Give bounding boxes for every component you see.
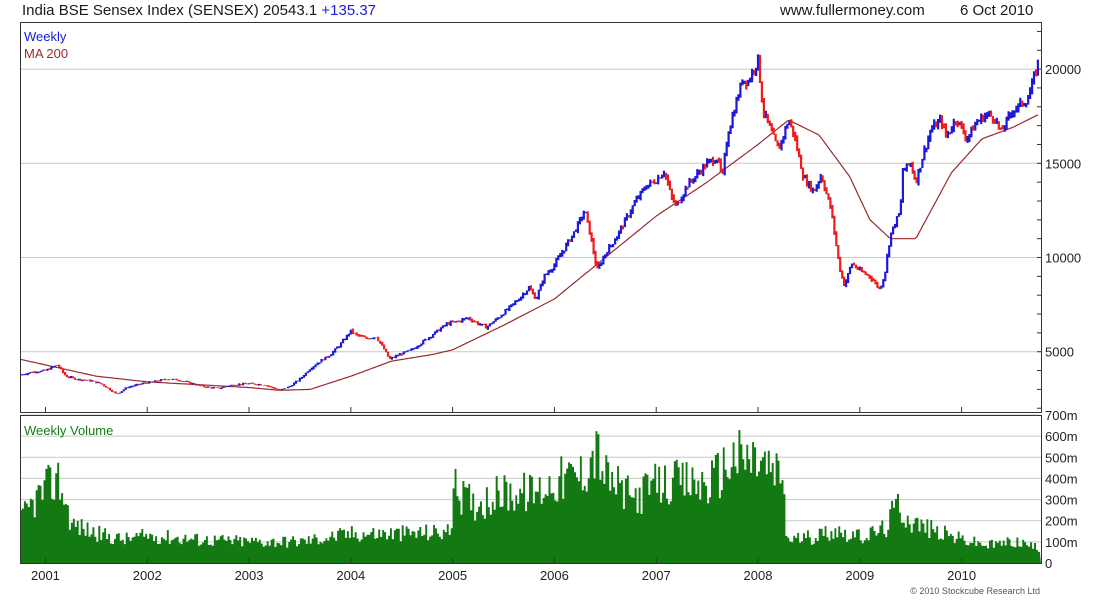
volume-tick-label: 500m <box>1045 450 1078 465</box>
price-bars <box>20 54 1039 395</box>
price-change: +135.37 <box>321 2 377 19</box>
chart-title: India BSE Sensex Index (SENSEX) 20543.1 … <box>22 0 376 22</box>
copyright-notice: © 2010 Stockcube Research Ltd <box>910 586 1040 596</box>
x-tick-label: 2007 <box>642 568 671 583</box>
volume-tick-label: 700m <box>1045 408 1078 423</box>
x-tick-label: 2003 <box>235 568 264 583</box>
volume-tick-label: 0 <box>1045 556 1052 571</box>
x-tick-label: 2002 <box>133 568 162 583</box>
x-tick-label: 2005 <box>438 568 467 583</box>
x-tick-label: 2001 <box>31 568 60 583</box>
x-tick-label: 2008 <box>744 568 773 583</box>
price-panel-frame <box>20 22 1042 413</box>
price-tick-label: 10000 <box>1045 251 1081 266</box>
price-tick-label: 15000 <box>1045 156 1081 171</box>
time-x-axis: 2001 2002 2003 2004 2005 2006 2007 2008 2009 2010 <box>31 407 976 583</box>
price-tick-label: 5000 <box>1045 345 1074 360</box>
last-value: 20543.1 <box>262 2 318 19</box>
volume-tick-label: 400m <box>1045 471 1078 486</box>
legend-ma200: MA 200 <box>24 46 68 61</box>
price-grid <box>20 68 1041 353</box>
volume-tick-label: 300m <box>1045 493 1078 508</box>
legend-weekly: Weekly <box>24 29 67 44</box>
volume-tick-label: 600m <box>1045 429 1078 444</box>
x-tick-label: 2006 <box>540 568 569 583</box>
price-tick-label: 20000 <box>1045 62 1081 77</box>
x-tick-label: 2010 <box>947 568 976 583</box>
price-y-axis: 5000 10000 15000 20000 <box>1037 30 1081 409</box>
volume-tick-label: 200m <box>1045 514 1078 529</box>
website-link[interactable]: www.fullermoney.com <box>780 2 925 19</box>
x-tick-label: 2009 <box>845 568 874 583</box>
volume-panel-frame <box>20 415 1042 564</box>
price-bars-down <box>30 54 1038 395</box>
volume-y-axis: 0 100m 200m 300m 400m 500m 600m 700m <box>1045 408 1078 571</box>
volume-bars <box>20 430 1041 563</box>
chart-date: 6 Oct 2010 <box>960 2 1034 19</box>
volume-tick-label: 100m <box>1045 535 1078 550</box>
x-tick-label: 2004 <box>336 568 365 583</box>
legend-weekly-volume: Weekly Volume <box>24 423 113 438</box>
ma200-line <box>19 114 1039 391</box>
price-bars-up <box>20 54 1039 394</box>
index-name: India BSE Sensex Index (SENSEX) <box>22 2 259 19</box>
